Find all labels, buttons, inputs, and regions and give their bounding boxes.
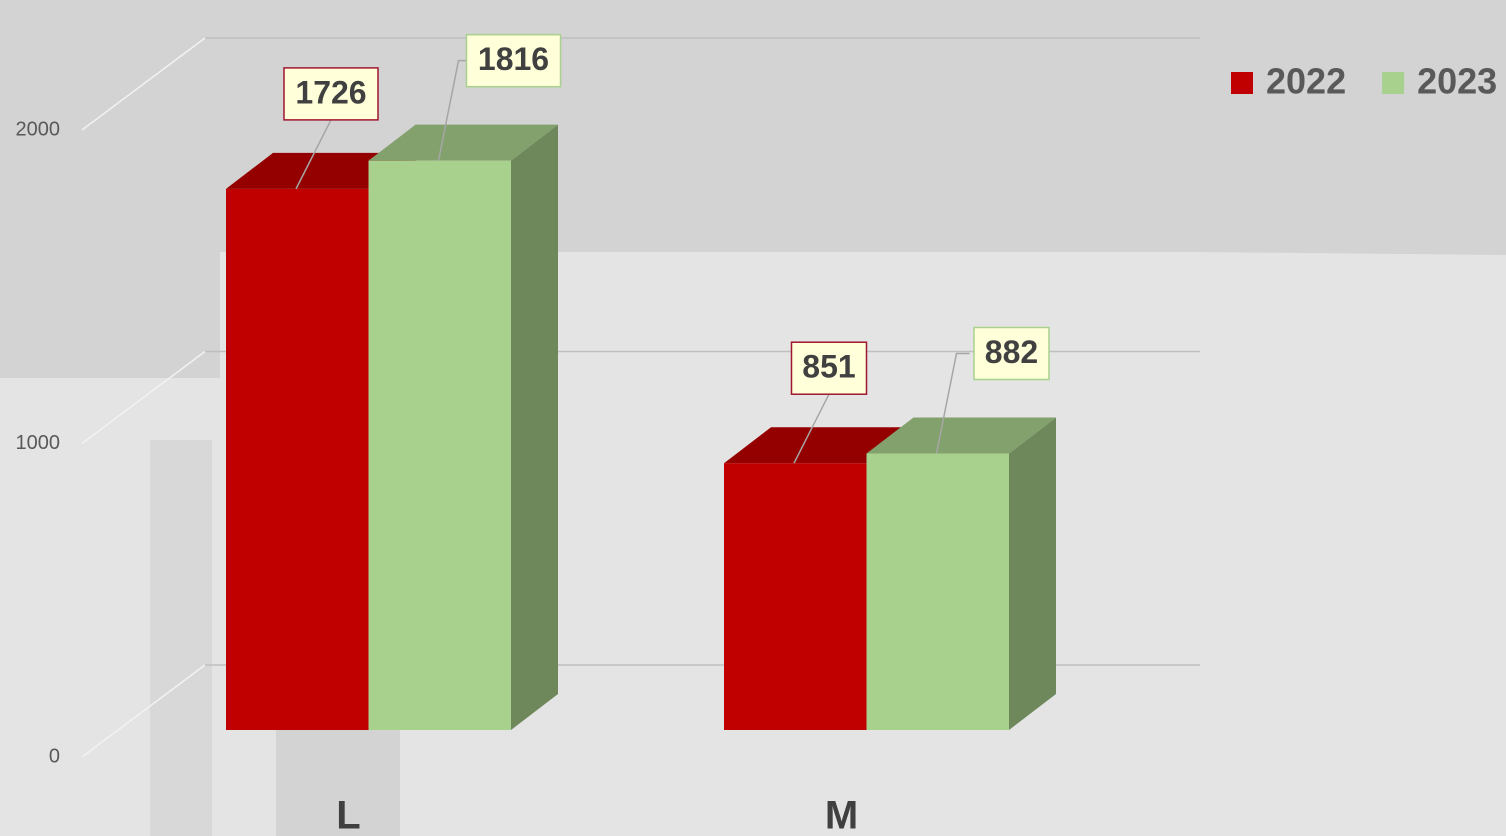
background-shape <box>150 440 212 836</box>
x-tick-label: M <box>825 794 858 836</box>
y-tick-label: 1000 <box>16 432 61 454</box>
bar-top <box>866 417 1056 454</box>
bar-top <box>226 152 416 189</box>
bar-top <box>368 124 558 161</box>
data-label-box <box>465 33 562 88</box>
leader-line <box>935 352 970 454</box>
data-label: 1726 <box>295 74 366 110</box>
grid-line <box>81 664 206 758</box>
data-label-box <box>283 67 379 121</box>
bar <box>724 463 867 730</box>
x-tick-label: L <box>336 794 360 836</box>
data-label-box <box>973 326 1050 381</box>
legend-swatch <box>1382 72 1405 94</box>
data-label-box <box>790 341 868 395</box>
data-label: 851 <box>802 349 855 385</box>
bar <box>226 188 369 731</box>
bar <box>866 453 1009 730</box>
grid-line <box>81 350 206 445</box>
data-label: 882 <box>985 334 1038 370</box>
legend-label: 2022 <box>1266 61 1346 102</box>
y-tick-label: 2000 <box>16 118 61 140</box>
grid-line <box>81 37 206 131</box>
leader-line <box>793 393 830 464</box>
bar-side <box>511 124 558 730</box>
legend-label: 2023 <box>1417 61 1497 102</box>
data-label: 1816 <box>478 41 549 77</box>
bar <box>368 160 511 730</box>
leader-line <box>295 119 332 190</box>
bar-side <box>1009 417 1056 730</box>
bar-top <box>724 427 914 464</box>
legend-swatch <box>1231 72 1253 94</box>
y-tick-label: 0 <box>49 745 60 767</box>
